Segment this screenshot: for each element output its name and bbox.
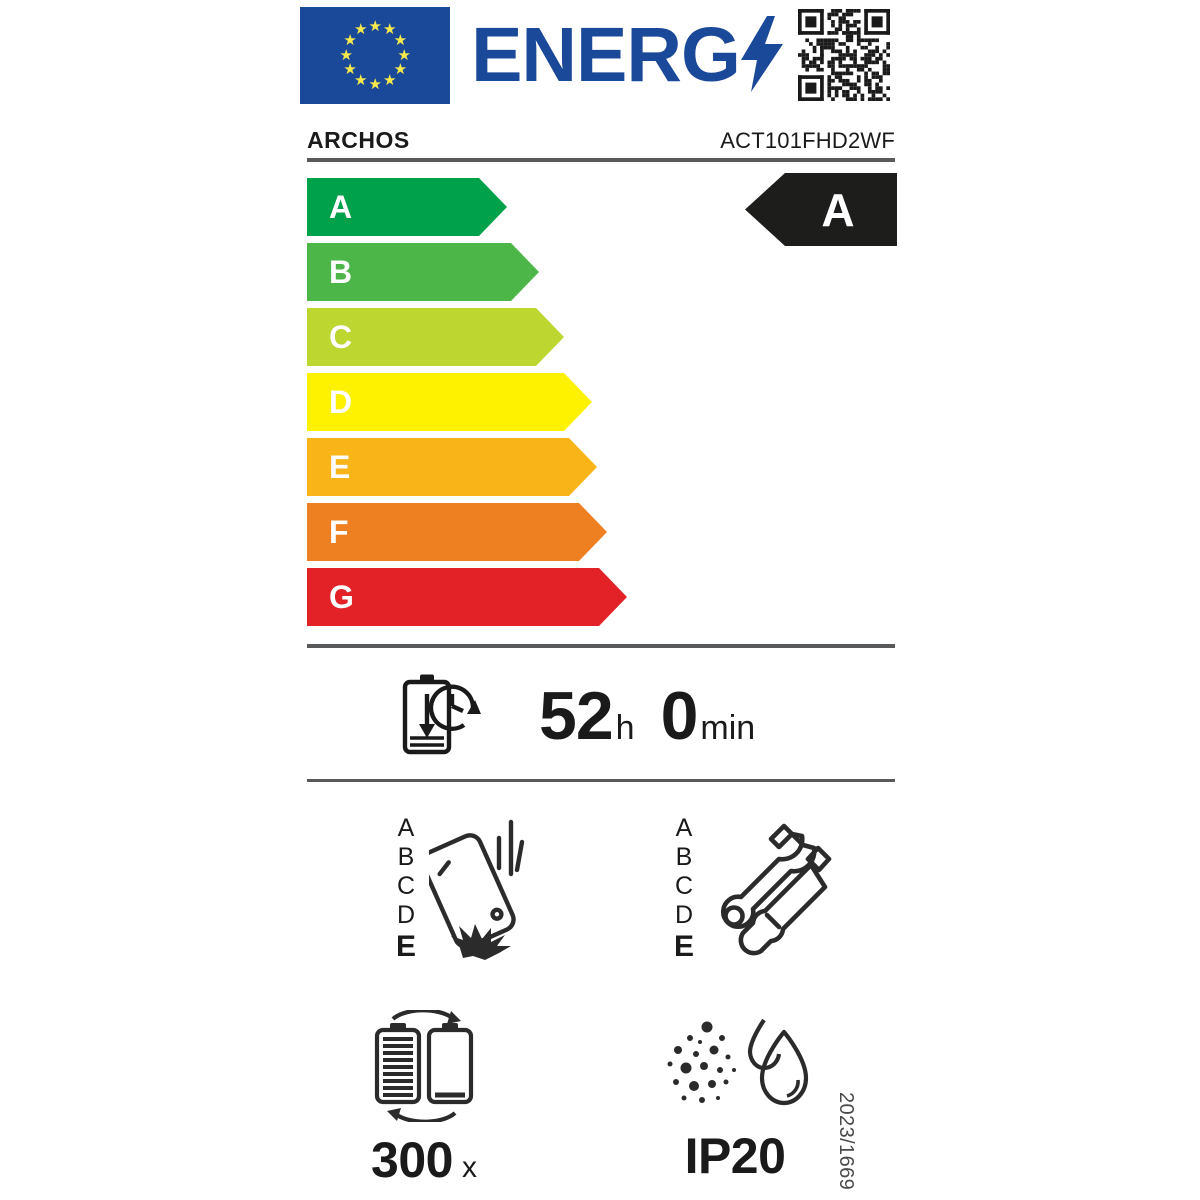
- battery-hours-unit: h: [615, 709, 635, 747]
- battery-minutes: 0: [660, 678, 699, 754]
- eu-flag-icon: ★ ★ ★ ★ ★ ★ ★ ★ ★ ★ ★ ★: [300, 6, 450, 104]
- energy-class-row: E: [307, 438, 907, 496]
- rating-letter: A: [821, 183, 855, 236]
- eu-star-icon: ★: [368, 75, 382, 93]
- energy-class-bar-a: A: [307, 178, 507, 236]
- label-header: ★ ★ ★ ★ ★ ★ ★ ★ ★ ★ ★ ★ ENERG: [300, 6, 892, 104]
- battery-cycles-unit: x: [461, 1151, 477, 1184]
- energy-class-row: A: [307, 178, 907, 236]
- eu-star-icon: ★: [397, 46, 411, 64]
- drop-resistance-class-b: B: [397, 843, 415, 871]
- eu-star-icon: ★: [383, 71, 397, 89]
- phone-drop-icon: [420, 812, 547, 967]
- brand-model-row: ARCHOS ACT101FHD2WF: [307, 120, 895, 154]
- eu-star-icon: ★: [393, 32, 408, 49]
- battery-cycles-value: 300 x: [371, 1135, 477, 1185]
- battery-life-row: 52 h 0 min: [307, 660, 895, 772]
- energy-class-letter: A: [329, 189, 353, 225]
- energy-class-row: D: [307, 373, 907, 431]
- energy-class-row: B: [307, 243, 907, 301]
- drop-resistance-class-d: D: [396, 901, 416, 929]
- regulation-number: 2023/1669: [835, 1092, 857, 1191]
- energy-class-bar-g: G: [307, 568, 627, 626]
- brand-name: ARCHOS: [307, 127, 410, 153]
- eu-star-icon: ★: [354, 71, 368, 89]
- eu-star-icon: ★: [383, 21, 397, 39]
- ingress-protection-cell: IP20: [601, 1010, 895, 1190]
- energy-class-letter: E: [329, 449, 351, 485]
- dust-water-icon: [660, 1010, 810, 1123]
- battery-runtime-icon: [395, 670, 481, 763]
- ingress-protection-value: IP20: [685, 1131, 786, 1181]
- divider-header: [307, 158, 895, 162]
- energy-class-bar-f: F: [307, 503, 607, 561]
- wrench-screwdriver-icon: [707, 812, 835, 965]
- eu-star-icon: ★: [393, 61, 408, 78]
- battery-hours: 52: [539, 678, 614, 754]
- qr-code-icon: [798, 9, 890, 101]
- battery-cycles-cell: 300 x: [307, 1008, 601, 1190]
- repairability-class-d: D: [674, 901, 694, 929]
- ip-rating: IP20: [684, 1128, 786, 1184]
- repairability-class-a: A: [675, 814, 693, 842]
- eu-star-icon: ★: [368, 17, 382, 35]
- model-name: ACT101FHD2WF: [720, 128, 895, 153]
- drop-resistance-class-e: E: [395, 930, 416, 963]
- eu-star-icon: ★: [339, 46, 353, 64]
- energy-class-bar-b: B: [307, 243, 539, 301]
- drop-resistance-class-c: C: [396, 872, 416, 900]
- battery-cycles-count: 300: [371, 1132, 453, 1188]
- energy-logo-text: ENERG: [471, 11, 741, 98]
- battery-cycle-icon: [359, 1008, 489, 1127]
- energy-class-bar-d: D: [307, 373, 592, 431]
- lightning-bolt-icon: [740, 15, 783, 97]
- energy-class-letter: F: [329, 514, 349, 550]
- energy-class-row: G: [307, 568, 907, 626]
- eu-star-icon: ★: [343, 32, 357, 49]
- divider-battery-classes: [307, 779, 895, 782]
- energy-class-row: F: [307, 503, 907, 561]
- energy-class-letter: C: [329, 319, 353, 355]
- repairability-class-b: B: [675, 843, 693, 871]
- battery-life-value: 52 h 0 min: [539, 682, 755, 750]
- rating-arrow: A: [745, 173, 897, 246]
- energy-class-bar-e: E: [307, 438, 597, 496]
- repairability-class-e: E: [673, 930, 694, 963]
- energy-class-letter: B: [329, 254, 353, 290]
- energy-class-letter: D: [329, 384, 353, 420]
- eu-star-icon: ★: [354, 21, 368, 39]
- energy-class-row: C: [307, 308, 907, 366]
- eu-star-icon: ★: [343, 61, 357, 78]
- energy-logo: ENERG: [456, 14, 798, 97]
- repairability-class-c: C: [674, 872, 694, 900]
- battery-minutes-unit: min: [700, 709, 756, 747]
- energy-class-bar-c: C: [307, 308, 564, 366]
- drop-resistance-class-a: A: [397, 814, 415, 842]
- energy-class-letter: G: [329, 579, 354, 615]
- bottom-specs-grid: 300 x: [307, 1008, 895, 1190]
- divider-scale-battery: [307, 644, 895, 648]
